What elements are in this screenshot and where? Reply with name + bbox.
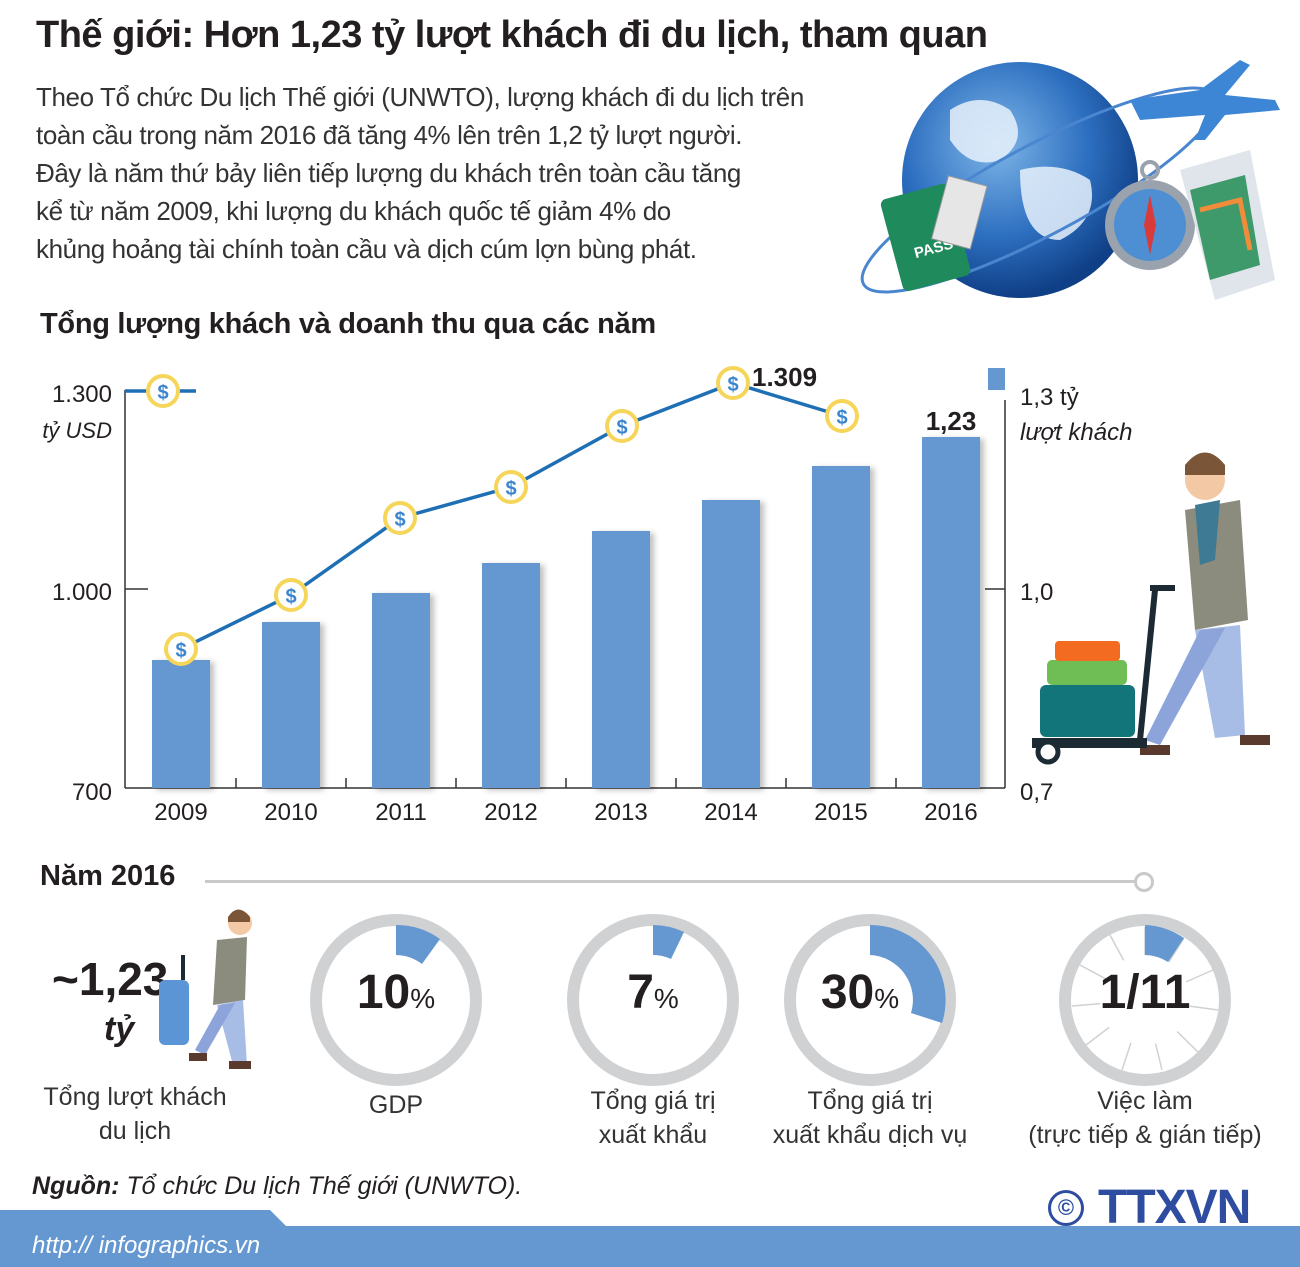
label-line: xuất khẩu dịch vụ <box>772 1121 968 1149</box>
page-title: Thế giới: Hơn 1,23 tỷ lượt khách đi du l… <box>36 14 988 56</box>
copyright-icon: © <box>1048 1190 1084 1226</box>
x-label: 2009 <box>154 799 207 826</box>
section-title-2016: Năm 2016 <box>40 860 176 892</box>
gdp-ring-segment <box>396 924 440 964</box>
x-label: 2016 <box>924 799 977 826</box>
svg-text:$: $ <box>175 640 186 662</box>
right-axis-bottom-label: 0,7 <box>1020 779 1053 806</box>
section-divider <box>205 880 1135 883</box>
x-label: 2014 <box>704 799 757 826</box>
label-line: Tổng lượt khách <box>43 1083 227 1111</box>
jobs-value: 1/11 <box>1099 966 1191 1019</box>
bar-2016-value: 1,23 <box>926 406 977 436</box>
dollar-coin-icon: $ <box>274 578 308 612</box>
website-link[interactable]: http:// infographics.vn <box>32 1232 261 1259</box>
label-line: Tổng giá trị <box>590 1087 716 1115</box>
dollar-coin-icon: $ <box>716 366 750 400</box>
right-axis-top-label: 1,3 tỷ <box>1020 384 1079 411</box>
dollar-coin-icon: $ <box>383 501 417 535</box>
svg-text:$: $ <box>157 382 168 404</box>
dollar-coin-icon: $ <box>825 399 859 433</box>
label-line: du lịch <box>98 1117 172 1145</box>
svg-text:$: $ <box>505 478 516 500</box>
map-icon <box>1180 150 1275 300</box>
intro-line: Theo Tổ chức Du lịch Thế giới (UNWTO), l… <box>36 82 804 112</box>
chart-title: Tổng lượng khách và doanh thu qua các nă… <box>40 308 656 340</box>
dollar-coin-icon: $ <box>494 470 528 504</box>
jobs-ring-segment <box>1145 925 1184 962</box>
peak-revenue-label: 1.309 <box>752 362 817 392</box>
globe-travel-illustration: PASS <box>860 60 1280 300</box>
bar-2014 <box>702 500 760 788</box>
x-label: 2015 <box>814 799 867 826</box>
source-label: Nguồn: <box>32 1172 120 1200</box>
x-label: 2013 <box>594 799 647 826</box>
bar-2012 <box>482 563 540 788</box>
dollar-coin-icons: $ $ $ $ $ $ $ $ <box>146 366 859 666</box>
source-note: Nguồn: Tổ chức Du lịch Thế giới (UNWTO). <box>32 1172 522 1201</box>
intro-line: kể từ năm 2009, khi lượng du khách quốc … <box>36 196 671 226</box>
service-export-label: Tổng giá trị xuất khẩu dịch vụ <box>740 1084 1000 1152</box>
svg-text:$: $ <box>836 407 847 429</box>
visitors-unit: tỷ <box>104 1010 135 1048</box>
logo-text: TTXVN <box>1098 1181 1251 1234</box>
x-label: 2011 <box>375 799 427 826</box>
label-line: xuất khẩu <box>598 1121 708 1149</box>
gdp-value: 10% <box>356 966 436 1019</box>
intro-line: khủng hoảng tài chính toàn cầu và dịch c… <box>36 234 697 264</box>
label-line: (trực tiếp & gián tiếp) <box>1028 1121 1262 1149</box>
right-axis-mid-label: 1,0 <box>1020 579 1053 606</box>
bar-2013 <box>592 531 650 788</box>
source-text: Tổ chức Du lịch Thế giới (UNWTO). <box>119 1172 523 1200</box>
compass-icon <box>1105 160 1195 270</box>
visitors-value: ~1,23 <box>52 953 169 1005</box>
dollar-coin-icon: $ <box>605 409 639 443</box>
service-export-value: 30% <box>820 966 900 1019</box>
ttxvn-logo: © TTXVN <box>1048 1181 1251 1234</box>
intro-paragraph: Theo Tổ chức Du lịch Thế giới (UNWTO), l… <box>36 78 916 268</box>
gdp-label: GDP <box>368 1091 424 1119</box>
export-label: Tổng giá trị xuất khẩu <box>533 1084 773 1152</box>
service-export-ring-segment <box>870 924 946 1023</box>
left-axis-unit: tỷ USD <box>42 418 112 443</box>
svg-text:$: $ <box>394 509 405 531</box>
jobs-ring <box>1059 914 1231 1086</box>
svg-text:$: $ <box>727 374 738 396</box>
export-ring-segment <box>653 925 684 959</box>
combo-chart: 1.300 tỷ USD 1.000 700 1,3 tỷ lượt khách… <box>42 362 1270 826</box>
footer-bar <box>0 1226 1300 1267</box>
right-axis-unit: lượt khách <box>1020 419 1132 446</box>
intro-line: toàn cầu trong năm 2016 đã tăng 4% lên t… <box>36 120 743 150</box>
left-axis-bottom-label: 700 <box>72 779 112 806</box>
bar-2011 <box>372 593 430 788</box>
gdp-ring <box>310 914 482 1086</box>
left-axis-top-label: 1.300 <box>52 381 112 408</box>
visitors-label: Tổng lượt khách du lịch <box>30 1080 240 1148</box>
x-label: 2012 <box>484 799 537 826</box>
export-ring <box>567 914 739 1086</box>
bar-legend-swatch <box>988 368 1005 390</box>
jobs-label: Việc làm (trực tiếp & gián tiếp) <box>1005 1084 1285 1152</box>
bar-2010 <box>262 622 320 788</box>
bar-2016 <box>922 437 980 788</box>
traveler-suitcase-illustration <box>159 909 252 1069</box>
service-export-ring <box>784 914 956 1086</box>
intro-line: Đây là năm thứ bảy liên tiếp lượng du kh… <box>36 158 741 188</box>
export-value: 7% <box>627 966 679 1019</box>
label-line: Việc làm <box>1097 1087 1193 1115</box>
label-line: Tổng giá trị <box>807 1087 933 1115</box>
left-axis-mid-label: 1.000 <box>52 579 112 606</box>
traveler-cart-illustration <box>1032 452 1270 765</box>
svg-text:$: $ <box>616 417 627 439</box>
dollar-coin-icon: $ <box>146 374 180 408</box>
x-label: 2010 <box>264 799 317 826</box>
airplane-icon <box>1130 60 1280 140</box>
footer-tab-shape <box>0 1210 290 1230</box>
bar-2009 <box>152 660 210 788</box>
dollar-coin-icon: $ <box>164 632 198 666</box>
section-divider-end-icon <box>1134 872 1154 892</box>
svg-text:$: $ <box>285 586 296 608</box>
bar-2015 <box>812 466 870 788</box>
